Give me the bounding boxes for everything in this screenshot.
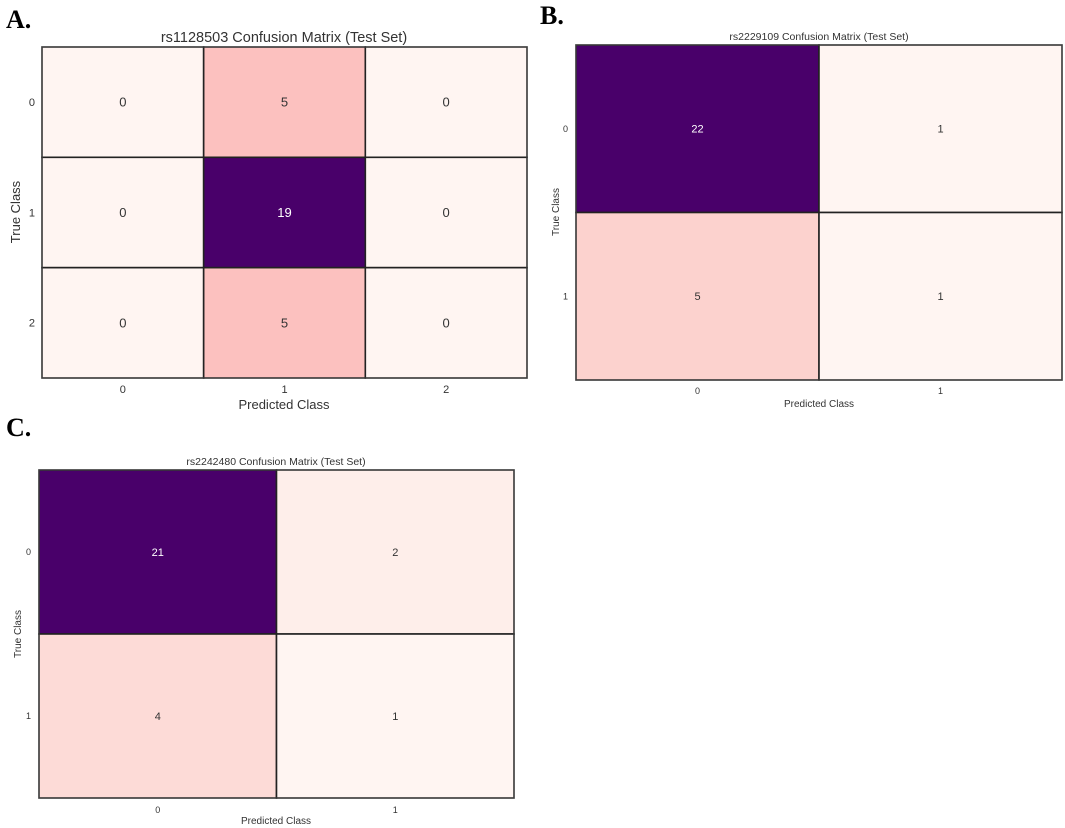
panel-label: C. xyxy=(6,413,31,442)
heatmap-cell xyxy=(202,266,367,379)
x-tick-label: 1 xyxy=(281,384,287,396)
x-tick-label: 0 xyxy=(695,386,700,396)
y-axis-label: True Class xyxy=(8,180,23,243)
cell-value: 19 xyxy=(277,205,291,220)
cell-value: 0 xyxy=(119,95,126,110)
y-tick-label: 0 xyxy=(26,547,31,557)
y-axis-label: True Class xyxy=(551,188,562,236)
x-axis-label: Predicted Class xyxy=(238,397,330,412)
cell-value: 0 xyxy=(443,95,450,110)
cell-value: 1 xyxy=(392,711,398,723)
y-tick-label: 0 xyxy=(563,124,568,134)
panel-b: B. rs2229109 Confusion Matrix (Test Set) 2… xyxy=(540,1,1063,410)
plot-frame xyxy=(575,44,1063,381)
y-tick-label: 2 xyxy=(29,318,35,330)
heatmap-cell xyxy=(202,156,367,269)
y-tick-label: 1 xyxy=(26,711,31,721)
panel-label: A. xyxy=(6,5,31,34)
heatmap-cell xyxy=(275,633,515,799)
chart-title: rs2242480 Confusion Matrix (Test Set) xyxy=(186,456,365,468)
x-axis-label: Predicted Class xyxy=(784,399,854,410)
y-tick-label: 0 xyxy=(29,97,35,109)
heatmap-cell xyxy=(818,44,1063,214)
x-tick-label: 1 xyxy=(393,805,398,815)
plot-frame xyxy=(41,46,528,379)
x-tick-label: 0 xyxy=(120,384,126,396)
cell-value: 0 xyxy=(119,205,126,220)
cell-value: 5 xyxy=(281,95,288,110)
cell-value: 2 xyxy=(392,547,398,559)
y-tick-label: 1 xyxy=(563,291,568,301)
cell-value: 21 xyxy=(152,547,164,559)
plot-frame xyxy=(38,469,515,799)
cell-value: 0 xyxy=(443,315,450,330)
panel-a: A. rs1128503 Confusion Matrix (Test Set) 0… xyxy=(6,5,528,412)
cell-value: 1 xyxy=(937,291,943,303)
heatmap-cell xyxy=(575,211,820,381)
cell-value: 22 xyxy=(691,124,703,136)
y-axis-label: True Class xyxy=(13,610,24,658)
x-tick-label: 1 xyxy=(938,386,943,396)
heatmap-cell xyxy=(41,156,205,269)
x-tick-label: 0 xyxy=(155,805,160,815)
cell-value: 0 xyxy=(443,205,450,220)
cell-value: 4 xyxy=(155,711,161,723)
cell-value: 0 xyxy=(119,315,126,330)
heatmap-cell xyxy=(818,211,1063,381)
heatmap-cell xyxy=(575,44,820,214)
cell-value: 1 xyxy=(937,124,943,136)
heatmap-cell xyxy=(41,46,205,159)
chart-title: rs2229109 Confusion Matrix (Test Set) xyxy=(729,31,908,43)
chart-title: rs1128503 Confusion Matrix (Test Set) xyxy=(161,30,407,46)
cell-value: 5 xyxy=(694,291,700,303)
y-tick-label: 1 xyxy=(29,207,35,219)
heatmap-cell xyxy=(275,469,515,635)
panel-label: B. xyxy=(540,1,564,30)
x-tick-label: 2 xyxy=(443,384,449,396)
heatmap-cell xyxy=(38,469,278,635)
heatmap-cell xyxy=(364,156,528,269)
heatmap-cell xyxy=(202,46,367,159)
cell-value: 5 xyxy=(281,315,288,330)
heatmap-cell xyxy=(38,633,278,799)
panel-c: C. rs2242480 Confusion Matrix (Test Set) 2… xyxy=(6,413,515,827)
x-axis-label: Predicted Class xyxy=(241,816,311,827)
